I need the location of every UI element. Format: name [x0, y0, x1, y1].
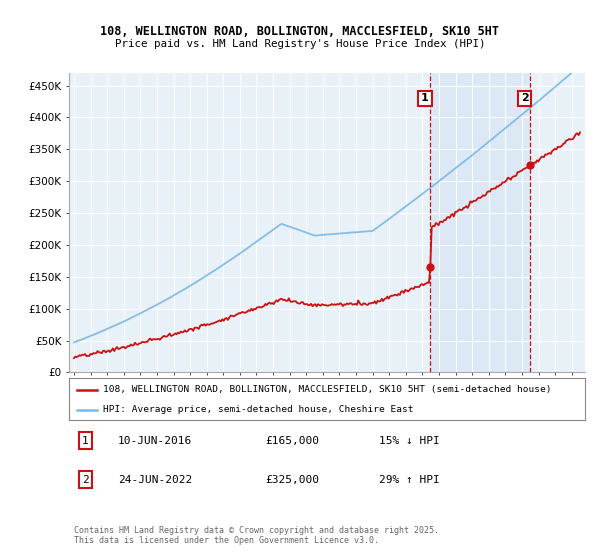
Text: 108, WELLINGTON ROAD, BOLLINGTON, MACCLESFIELD, SK10 5HT: 108, WELLINGTON ROAD, BOLLINGTON, MACCLE…: [101, 25, 499, 38]
Text: 1: 1: [421, 94, 429, 103]
Text: 108, WELLINGTON ROAD, BOLLINGTON, MACCLESFIELD, SK10 5HT (semi-detached house): 108, WELLINGTON ROAD, BOLLINGTON, MACCLE…: [103, 385, 551, 394]
Text: £325,000: £325,000: [265, 475, 319, 484]
Text: 10-JUN-2016: 10-JUN-2016: [118, 436, 192, 446]
Text: 24-JUN-2022: 24-JUN-2022: [118, 475, 192, 484]
Text: Price paid vs. HM Land Registry's House Price Index (HPI): Price paid vs. HM Land Registry's House …: [115, 39, 485, 49]
Bar: [430, 73, 530, 372]
Text: 1: 1: [82, 436, 89, 446]
Text: HPI: Average price, semi-detached house, Cheshire East: HPI: Average price, semi-detached house,…: [103, 405, 413, 414]
Text: 29% ↑ HPI: 29% ↑ HPI: [379, 475, 439, 484]
Text: Contains HM Land Registry data © Crown copyright and database right 2025.
This d: Contains HM Land Registry data © Crown c…: [74, 526, 439, 545]
Text: £165,000: £165,000: [265, 436, 319, 446]
Text: 2: 2: [521, 94, 529, 103]
Text: 2: 2: [82, 475, 89, 484]
Text: 15% ↓ HPI: 15% ↓ HPI: [379, 436, 439, 446]
